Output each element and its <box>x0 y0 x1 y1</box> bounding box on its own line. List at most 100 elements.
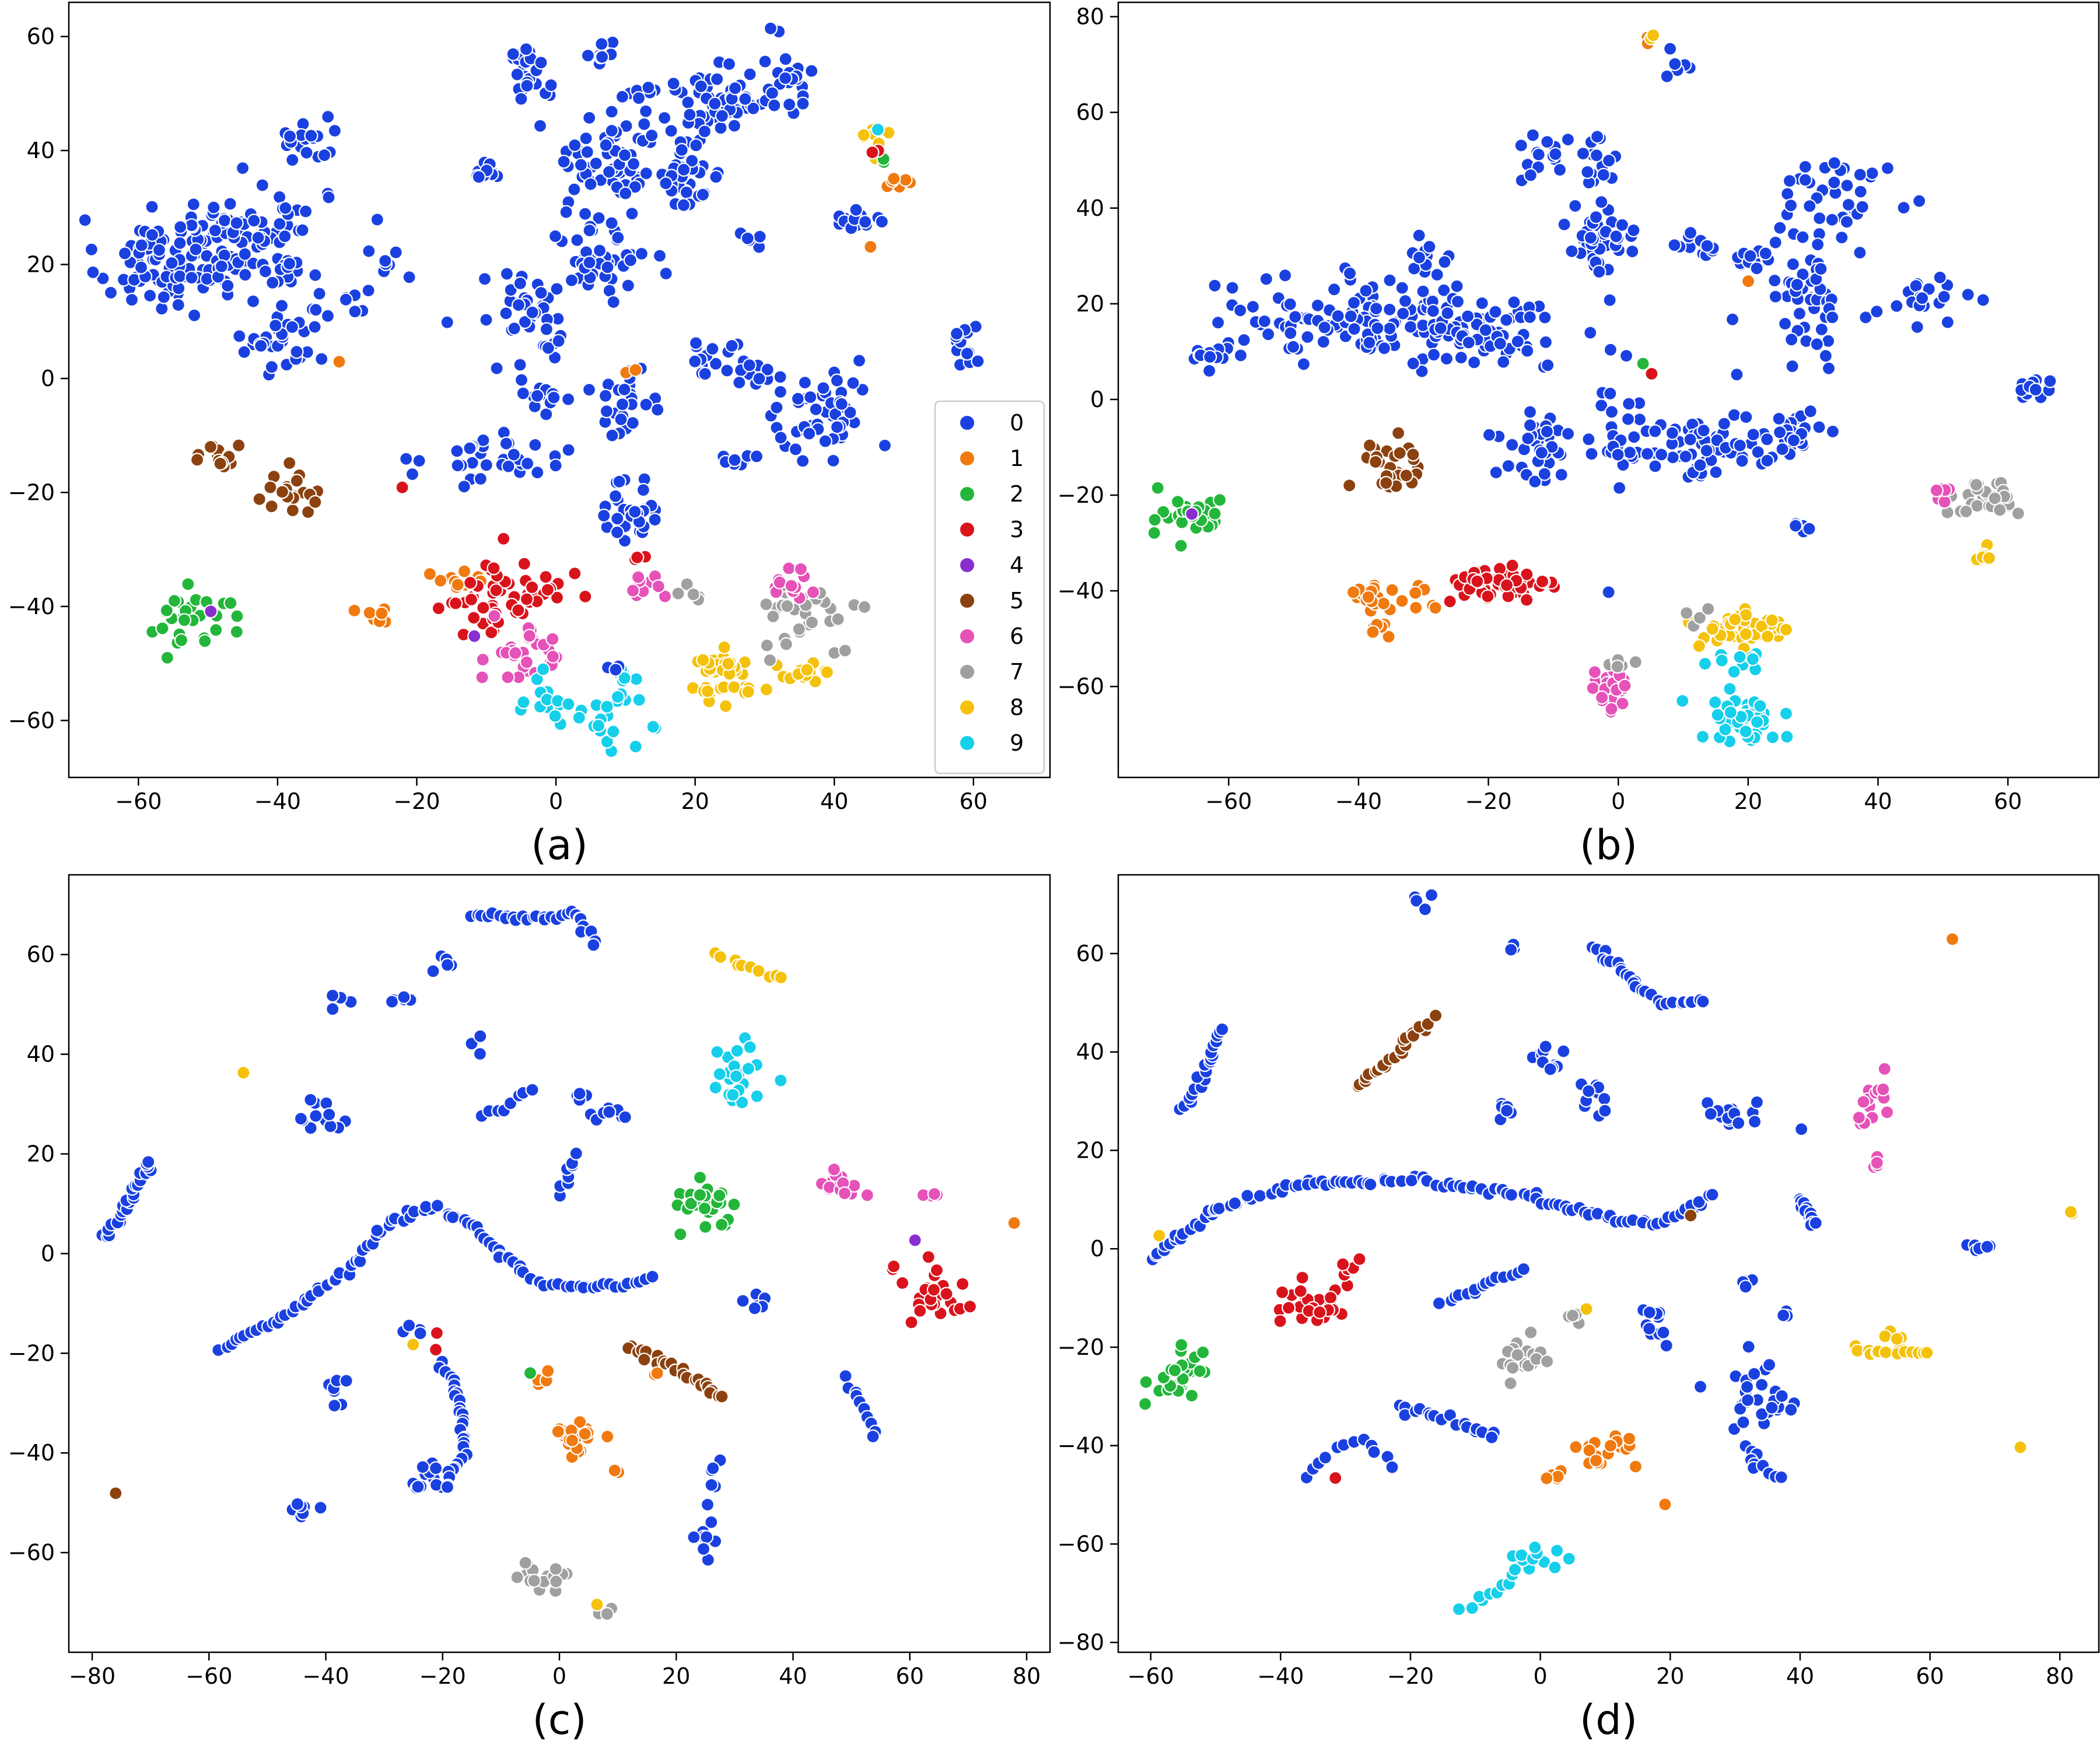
data-point-class-0 <box>597 508 611 523</box>
data-point-class-0 <box>317 148 332 163</box>
data-point-class-0 <box>855 383 870 397</box>
data-point-class-0 <box>1233 348 1248 363</box>
data-point-class-3 <box>484 625 499 640</box>
data-point-class-0 <box>687 1530 701 1544</box>
data-point-class-0 <box>727 118 742 133</box>
data-point-class-0 <box>1703 1106 1718 1122</box>
data-point-class-0 <box>1741 1393 1755 1407</box>
data-point-class-0 <box>1693 458 1707 472</box>
data-point-class-0 <box>582 255 597 270</box>
y-tick-label: 0 <box>41 1241 55 1266</box>
x-tick-label: 20 <box>662 1663 690 1689</box>
data-point-class-3 <box>1644 366 1659 381</box>
data-point-class-0 <box>1812 420 1826 435</box>
data-point-class-0 <box>1493 337 1507 351</box>
data-point-class-6 <box>806 585 821 600</box>
data-point-class-8 <box>718 699 733 713</box>
x-tick-label: −20 <box>1387 1663 1434 1689</box>
data-point-class-2 <box>181 577 195 591</box>
data-point-class-0 <box>1537 467 1552 481</box>
data-point-class-9 <box>1723 705 1738 720</box>
data-point-class-1 <box>578 1427 592 1441</box>
data-point-class-0 <box>547 351 562 365</box>
data-point-class-9 <box>1451 1602 1466 1617</box>
data-point-class-0 <box>774 430 788 445</box>
data-point-class-0 <box>513 276 527 290</box>
data-point-class-0 <box>1782 174 1797 188</box>
data-point-class-0 <box>1853 167 1867 182</box>
data-point-class-6 <box>793 562 808 576</box>
data-point-class-0 <box>1418 902 1433 917</box>
data-point-class-0 <box>1370 321 1385 335</box>
data-point-class-5 <box>1429 1008 1443 1023</box>
data-point-class-0 <box>1543 1062 1558 1077</box>
data-point-class-1 <box>1385 583 1399 597</box>
data-point-class-2 <box>174 633 189 647</box>
data-point-class-3 <box>517 556 531 571</box>
data-point-class-3 <box>1470 574 1485 588</box>
data-point-class-1 <box>607 1463 622 1478</box>
data-point-class-5 <box>1342 478 1357 493</box>
data-point-class-3 <box>1535 574 1550 589</box>
data-point-class-0 <box>1520 344 1535 358</box>
data-point-class-0 <box>605 428 620 443</box>
data-point-class-9 <box>1528 1540 1542 1555</box>
data-point-class-0 <box>361 283 376 298</box>
data-point-class-0 <box>1802 521 1817 536</box>
data-point-class-0 <box>384 994 400 1009</box>
data-point-class-0 <box>592 243 607 258</box>
data-point-class-0 <box>415 1460 430 1474</box>
data-point-class-3 <box>895 1276 910 1290</box>
data-point-class-0 <box>567 182 582 197</box>
data-point-class-0 <box>1853 246 1867 260</box>
data-point-class-0 <box>246 294 261 309</box>
data-point-class-0 <box>602 1105 617 1119</box>
x-tick-label: 0 <box>1534 1663 1548 1689</box>
data-point-class-0 <box>641 80 656 95</box>
data-point-class-0 <box>1642 1322 1657 1336</box>
data-point-class-2 <box>1196 1345 1210 1359</box>
data-point-class-2 <box>1213 493 1227 507</box>
data-point-class-0 <box>1316 334 1331 349</box>
data-point-class-6 <box>651 579 666 594</box>
data-point-class-0 <box>1450 279 1464 293</box>
y-tick-label: 40 <box>1076 195 1104 221</box>
data-point-class-3 <box>904 1315 919 1330</box>
data-point-class-3 <box>1273 1314 1287 1329</box>
data-point-class-7 <box>680 577 694 591</box>
data-point-class-8 <box>717 640 732 655</box>
data-point-class-0 <box>698 366 712 381</box>
data-point-class-3 <box>1499 578 1514 593</box>
data-point-class-0 <box>650 402 665 417</box>
data-point-class-0 <box>446 1210 460 1225</box>
data-point-class-0 <box>1602 153 1616 168</box>
data-point-class-0 <box>604 124 619 138</box>
data-point-class-2 <box>1139 1375 1153 1389</box>
data-point-class-0 <box>773 370 788 384</box>
data-point-class-0 <box>254 338 268 353</box>
data-point-class-0 <box>618 186 633 201</box>
data-point-class-0 <box>217 213 232 228</box>
data-point-class-0 <box>1640 446 1655 461</box>
data-point-class-0 <box>604 216 619 230</box>
data-point-class-0 <box>1584 447 1599 461</box>
data-point-class-0 <box>778 71 793 86</box>
data-point-class-0 <box>1538 310 1552 325</box>
data-point-class-0 <box>1367 1445 1381 1459</box>
data-point-class-0 <box>1783 198 1798 213</box>
data-point-class-0 <box>1765 1400 1779 1415</box>
data-point-class-0 <box>1377 341 1392 356</box>
data-point-class-0 <box>1538 335 1553 349</box>
data-point-class-6 <box>837 1186 852 1201</box>
data-point-class-0 <box>1762 1358 1777 1372</box>
data-point-class-5 <box>289 474 304 488</box>
data-point-class-0 <box>1385 1460 1399 1474</box>
data-point-class-0 <box>594 37 609 51</box>
data-point-class-0 <box>1475 296 1489 311</box>
data-point-class-0 <box>1560 132 1575 147</box>
data-point-class-9 <box>632 692 646 707</box>
data-point-class-0 <box>636 482 651 497</box>
data-point-class-0 <box>1437 283 1451 297</box>
data-point-class-0 <box>339 1373 354 1388</box>
data-point-class-3 <box>1520 593 1534 607</box>
